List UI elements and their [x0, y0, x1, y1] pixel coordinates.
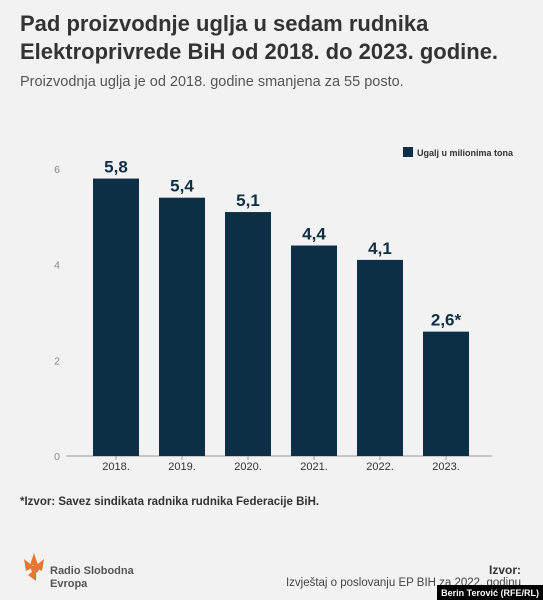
x-tick-label: 2018. — [102, 461, 130, 473]
bar-value-label: 5,8 — [104, 158, 128, 177]
bar-value-label: 5,1 — [236, 191, 260, 210]
logo-line-2: Evropa — [50, 578, 88, 590]
logo-text: Radio Slobodna Evropa — [50, 565, 134, 591]
y-tick-label: 4 — [54, 260, 60, 272]
bar — [291, 245, 337, 456]
bar-chart: 0 2 4 6 5,8 2018. 5,4 2019. 5,1 2020. 4,4 2021. 4,1 2… — [54, 147, 514, 473]
x-tick-label: 2022. — [366, 461, 394, 473]
legend-swatch — [403, 147, 413, 157]
bar-value-label: 4,4 — [302, 225, 326, 244]
photo-credit: Berin Terović (RFE/RL) — [437, 585, 543, 600]
chart-title: Pad proizvodnje uglja u sedam rudnika El… — [20, 11, 499, 64]
y-tick-label: 2 — [54, 355, 60, 367]
y-tick-label: 0 — [54, 451, 60, 463]
logo-line-1: Radio Slobodna — [50, 565, 134, 577]
bar — [159, 197, 205, 456]
bar — [357, 259, 403, 456]
chart-subtitle: Proizvodnja uglja je od 2018. godine sma… — [20, 74, 404, 90]
x-tick-label: 2021. — [300, 461, 328, 473]
bar — [93, 178, 139, 457]
bar-value-label: 4,1 — [368, 239, 392, 258]
x-tick-label: 2019. — [168, 461, 196, 473]
bar — [423, 331, 469, 456]
bar-value-label: 5,4 — [170, 177, 194, 196]
source-note: *Izvor: Savez sindikata radnika rudnika … — [20, 496, 320, 508]
bar — [225, 212, 271, 456]
source-label: Izvor: — [488, 563, 521, 577]
legend-label: Ugalj u milionima tona — [417, 148, 514, 158]
rse-logo-icon — [24, 553, 44, 581]
x-tick-label: 2023. — [432, 461, 460, 473]
x-tick-label: 2020. — [234, 461, 262, 473]
y-tick-label: 6 — [54, 164, 60, 176]
bar-value-label: 2,6* — [431, 311, 462, 330]
